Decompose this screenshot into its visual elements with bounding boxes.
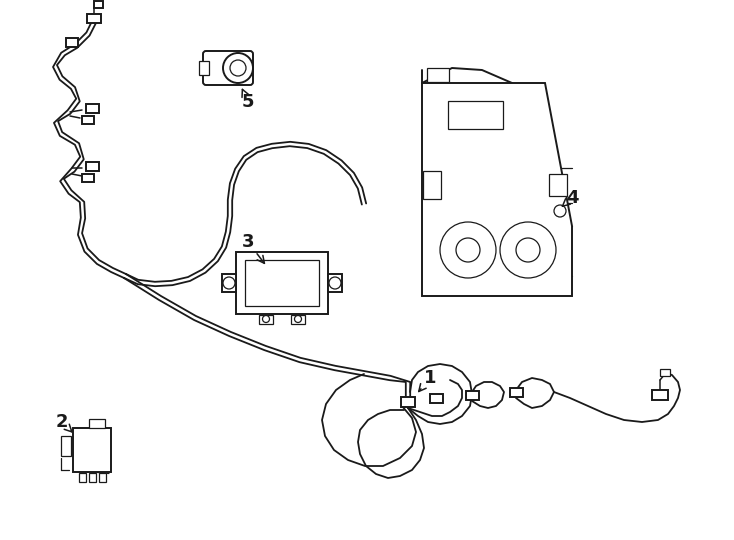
Circle shape	[554, 205, 566, 217]
Bar	[245, 260, 319, 306]
Bar	[85, 161, 98, 171]
Text: 1: 1	[419, 369, 436, 392]
Bar	[82, 174, 94, 182]
Circle shape	[263, 315, 269, 322]
Bar	[82, 116, 94, 124]
Bar	[89, 472, 95, 482]
Bar	[79, 472, 85, 482]
Circle shape	[294, 315, 302, 322]
Bar	[222, 274, 236, 292]
Circle shape	[223, 277, 235, 289]
Circle shape	[223, 53, 253, 83]
Bar	[93, 1, 103, 8]
Bar	[87, 14, 101, 23]
Bar	[660, 368, 670, 375]
Bar	[429, 394, 443, 402]
Polygon shape	[422, 83, 572, 296]
Bar	[291, 314, 305, 323]
Bar	[549, 174, 567, 196]
Text: 3: 3	[241, 233, 264, 264]
Bar	[423, 171, 441, 199]
Bar	[61, 436, 71, 456]
FancyBboxPatch shape	[203, 51, 253, 85]
Bar	[427, 68, 449, 82]
Bar	[509, 388, 523, 396]
Circle shape	[329, 277, 341, 289]
Circle shape	[230, 60, 246, 76]
Circle shape	[500, 222, 556, 278]
Bar	[73, 428, 111, 472]
Text: 4: 4	[562, 189, 578, 207]
Bar	[236, 252, 328, 314]
Bar	[85, 104, 98, 112]
Bar	[328, 274, 342, 292]
Bar	[259, 314, 273, 323]
Bar	[652, 390, 668, 400]
Text: 5: 5	[241, 89, 254, 111]
Bar	[199, 61, 209, 75]
Circle shape	[516, 238, 540, 262]
Text: 2: 2	[56, 413, 72, 432]
Bar	[89, 418, 105, 428]
Circle shape	[456, 238, 480, 262]
Bar	[98, 472, 106, 482]
Bar	[448, 101, 503, 129]
Circle shape	[440, 222, 496, 278]
Bar	[401, 397, 415, 407]
Bar	[66, 37, 78, 46]
Bar	[465, 390, 479, 400]
